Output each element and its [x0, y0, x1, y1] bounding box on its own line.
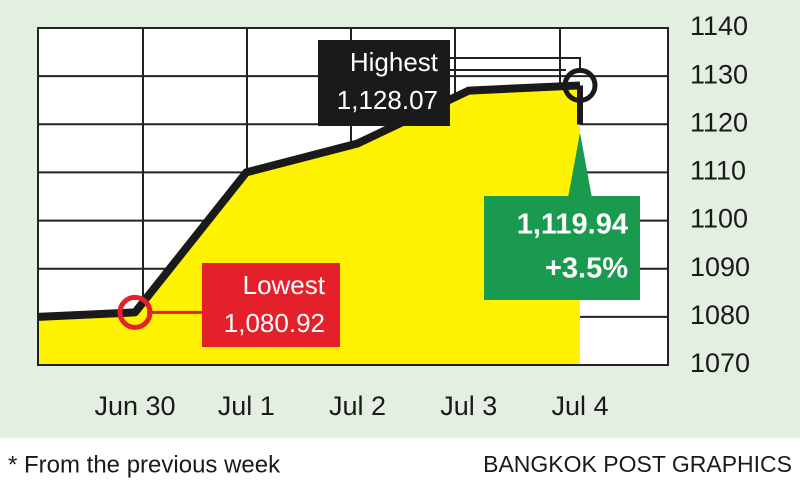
y-tick-label: 1110: [690, 156, 746, 186]
x-tick-label: Jul 1: [218, 391, 275, 421]
label-title: Highest: [350, 47, 439, 77]
y-tick-label: 1130: [690, 59, 748, 89]
x-tick-label: Jul 4: [551, 391, 608, 421]
x-tick-label: Jul 3: [440, 391, 497, 421]
y-tick-label: 1100: [690, 204, 748, 234]
label-box: [202, 263, 340, 347]
x-tick-label: Jul 2: [329, 391, 386, 421]
y-tick-label: 1090: [690, 252, 750, 282]
close-change: +3.5%: [545, 253, 628, 285]
source: BANGKOK POST GRAPHICS: [483, 451, 792, 477]
y-tick-label: 1080: [690, 300, 750, 330]
label-box: [318, 40, 450, 126]
plot-frame: [37, 27, 669, 366]
label-title: Lowest: [243, 270, 326, 300]
close-value: 1,119.94: [517, 209, 628, 241]
label-value: 1,128.07: [337, 85, 438, 115]
area: [38, 85, 580, 366]
footnote: * From the previous week: [8, 451, 281, 478]
y-tick-label: 1120: [690, 107, 748, 137]
close-box: [484, 196, 640, 300]
y-tick-label: 1070: [690, 348, 750, 378]
label-value: 1,080.92: [224, 308, 325, 338]
marker: [562, 67, 598, 103]
connector: [450, 57, 581, 72]
marker: [117, 294, 153, 330]
y-tick-label: 1140: [690, 11, 748, 41]
x-tick-label: Jun 30: [94, 391, 175, 421]
close-pointer: [568, 132, 592, 198]
